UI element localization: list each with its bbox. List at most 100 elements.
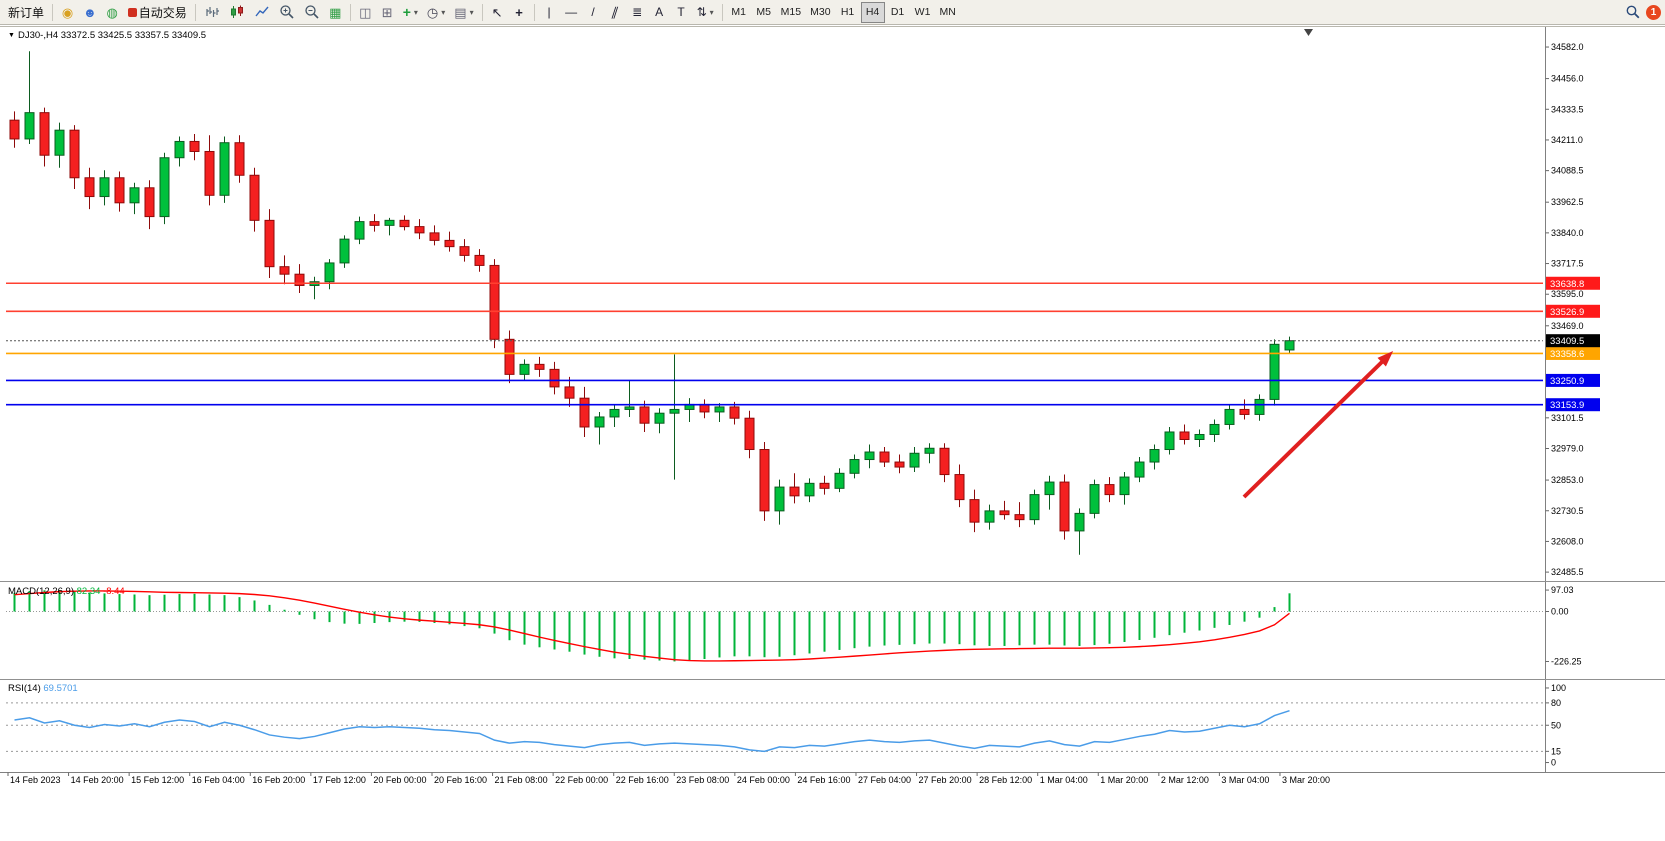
candle-body [369,221,380,226]
resistance-line-2-badge [1546,304,1600,318]
time-axis-label: 14 Feb 2023 [10,775,61,785]
candle-body [414,226,425,234]
timeframe-d1-button[interactable]: D1 [886,2,910,23]
candle-body [24,112,35,140]
price-axis-label: 34211.0 [1551,135,1583,145]
timeframe-m30-button[interactable]: M30 [806,2,834,23]
candle-body [939,447,950,476]
timeframe-h4-button[interactable]: H4 [860,1,885,23]
candle-body [429,232,440,241]
period-button[interactable]: ◷ ▾ [423,2,449,23]
vertical-line-tool-button[interactable]: | [539,2,560,23]
candle-body [729,406,740,419]
line-chart-button[interactable] [250,2,274,23]
arrows-tool-icon: ⇅ [696,5,707,19]
notification-badge[interactable]: 1 [1646,4,1661,20]
search-button[interactable] [1621,2,1645,23]
candle-body [99,177,110,198]
macd-signal-line [14,590,1290,662]
candle-body [489,264,500,340]
trend-arrow[interactable] [1242,356,1388,499]
candle-body [579,397,590,428]
new-order-button[interactable]: 新订单 [4,2,48,23]
add-indicator-icon: + [402,4,411,20]
text-tool-icon: A [655,5,664,19]
chart-shift-marker[interactable] [1304,29,1313,36]
crosshair-button[interactable]: + [509,2,530,23]
candle-body [339,238,350,264]
arrows-tool-button[interactable]: ⇅ ▾ [693,2,718,23]
candle-body [39,112,50,156]
time-axis-label: 22 Feb 16:00 [616,775,669,785]
candle-body [1149,449,1160,463]
text-tool-button[interactable]: A [649,2,670,23]
market-button[interactable]: ◉ [57,2,78,23]
cursor-button[interactable]: ↖ [487,2,508,23]
template-button[interactable]: ▤ ▾ [450,2,477,23]
crosshair-icon: + [515,4,523,20]
timeframe-mn-button[interactable]: MN [936,2,960,23]
auto-trading-icon [127,7,137,17]
chart-layout-button[interactable]: ⊞ [377,2,398,23]
resistance-line-1-badge [1546,276,1600,290]
community-button[interactable]: ◍ [102,2,123,23]
profile-button[interactable]: ☻ [79,2,101,23]
price-axis-label: 32608.0 [1551,536,1584,546]
price-axis-label: 33840.0 [1551,228,1584,238]
label-tool-button[interactable]: T [671,2,692,23]
community-icon: ◍ [106,4,118,20]
zoom-in-button[interactable] [275,2,299,23]
current-price-badge-text: 33409.5 [1550,336,1584,347]
zoom-out-button[interactable] [300,2,324,23]
trend-arrow-head[interactable] [1377,351,1394,367]
toolbar-separator [721,3,723,21]
support-line-2-badge-text: 33153.9 [1550,400,1584,411]
resistance-line-2-badge-text: 33526.9 [1550,307,1584,318]
chevron-down-icon: ▾ [441,7,446,17]
candle-body [594,416,605,428]
chevron-down-icon: ▾ [709,7,714,17]
toolbar-separator [533,3,535,21]
toolbar-separator [52,3,54,21]
candle-body [354,221,365,240]
timeframe-m15-button[interactable]: M15 [777,2,805,23]
candle-body [474,254,485,266]
candle-body [1119,476,1130,496]
candle-body [894,461,905,468]
price-axis-label: 34456.0 [1551,74,1584,84]
candle-body [864,451,875,461]
candle-body [609,408,620,418]
timeframe-h1-button[interactable]: H1 [836,2,860,23]
timeframe-m1-button[interactable]: M1 [727,2,751,23]
tile-windows-button[interactable]: ▦ [325,2,346,23]
auto-trading-button[interactable]: 自动交易 [124,2,191,23]
price-axis-label: 33101.5 [1551,413,1584,423]
time-axis-label: 17 Feb 12:00 [313,775,366,785]
candle-body [114,177,125,204]
trendline-tool-button[interactable]: / [583,2,604,23]
candlestick-chart-button[interactable] [225,2,249,23]
zoom-out-icon [305,5,319,19]
time-axis-label: 24 Feb 16:00 [797,775,850,785]
candle-body [759,449,770,512]
candle-body [219,142,230,196]
add-indicator-button[interactable]: + ▾ [399,2,422,23]
clock-icon: ◷ [426,4,439,20]
new-chart-window-button[interactable]: ◫ [355,2,376,23]
candle-body [504,338,515,375]
horizontal-line-tool-button[interactable]: — [561,2,582,23]
bar-chart-button[interactable] [200,2,224,23]
channel-tool-button[interactable]: ∥ [605,2,626,23]
chart-title: DJ30-,H4 33372.5 33425.5 33357.5 33409.5 [18,30,206,41]
candle-body [849,459,860,474]
fibonacci-tool-button[interactable]: ≣ [627,2,648,23]
time-axis-label: 16 Feb 20:00 [252,775,305,785]
price-axis-label: 34582.0 [1551,42,1584,52]
chevron-down-icon: ▾ [413,7,418,17]
candle-body [129,187,140,204]
candle-body [1104,484,1115,496]
timeframe-m5-button[interactable]: M5 [752,2,776,23]
timeframe-w1-button[interactable]: W1 [911,2,935,23]
candle-body [54,129,65,156]
